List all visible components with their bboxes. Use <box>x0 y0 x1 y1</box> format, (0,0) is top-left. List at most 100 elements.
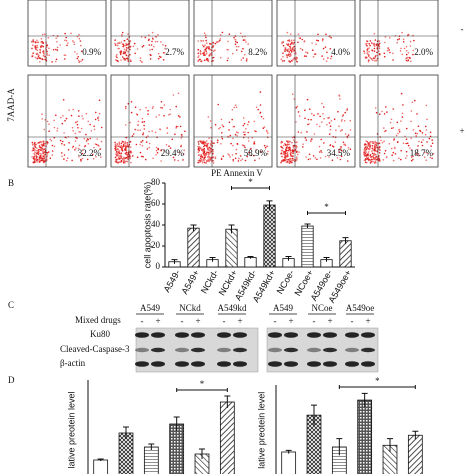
dot <box>331 159 334 161</box>
dot <box>136 156 139 158</box>
dot <box>314 53 316 55</box>
dot <box>400 149 403 152</box>
dot <box>130 161 132 164</box>
dot <box>374 43 376 46</box>
dot <box>368 148 370 150</box>
blot-band <box>191 347 205 353</box>
dot <box>412 53 414 56</box>
blot-band <box>191 361 205 367</box>
dot <box>162 59 165 61</box>
dot <box>42 159 44 162</box>
dot <box>148 142 151 145</box>
dot <box>158 114 160 116</box>
dot <box>228 33 231 35</box>
dot <box>145 141 148 143</box>
dot <box>210 143 212 146</box>
dot <box>204 34 207 36</box>
dot <box>48 151 50 153</box>
dot <box>247 137 250 139</box>
treatment-sign: - <box>223 316 226 326</box>
dot <box>75 147 77 149</box>
dot <box>46 120 49 123</box>
dot <box>98 99 101 102</box>
dot <box>280 161 283 164</box>
dot <box>363 151 365 153</box>
dot <box>141 144 144 147</box>
dot <box>235 131 238 133</box>
dot <box>68 109 70 111</box>
dot <box>292 158 294 161</box>
dot <box>212 59 214 62</box>
dot <box>324 155 327 158</box>
dot <box>41 45 43 47</box>
dot <box>378 152 381 154</box>
significance-mark: * <box>375 376 380 386</box>
dot <box>370 156 372 159</box>
dot <box>384 41 386 44</box>
dot <box>78 61 81 63</box>
dot <box>349 119 352 122</box>
dot <box>212 149 214 151</box>
dot <box>298 115 301 117</box>
dot <box>35 48 37 50</box>
flow-x-label: PE Annexin V <box>211 168 263 178</box>
dot <box>118 141 121 143</box>
percent-label: 29.4% <box>161 148 185 158</box>
dot <box>415 153 418 155</box>
dot <box>199 160 201 162</box>
dot <box>31 149 34 152</box>
dot <box>125 57 128 60</box>
flow-plot <box>27 0 107 67</box>
dot <box>405 127 408 130</box>
dot <box>321 151 323 154</box>
dot <box>139 143 141 146</box>
dot <box>208 156 211 158</box>
dot <box>212 150 214 153</box>
dot <box>46 52 48 55</box>
dot <box>267 132 269 134</box>
dot <box>34 146 37 148</box>
dot <box>342 141 345 144</box>
dot <box>141 117 144 120</box>
dot <box>38 148 40 151</box>
blot-band <box>307 332 321 338</box>
dot <box>379 146 381 149</box>
blot-band <box>135 361 149 367</box>
dot <box>373 57 376 60</box>
dot <box>173 159 176 161</box>
dot <box>142 155 144 158</box>
dot <box>143 128 146 130</box>
dot <box>206 144 209 146</box>
dot <box>339 158 342 161</box>
y-axis-label: lative preotein level <box>256 392 266 469</box>
dot <box>321 102 323 105</box>
dot <box>203 51 205 53</box>
dot <box>247 131 249 134</box>
percent-label: 18.7% <box>410 148 434 158</box>
dot <box>234 133 237 136</box>
group-label: NCoe <box>312 303 333 313</box>
dot <box>309 158 312 160</box>
dot <box>245 41 247 43</box>
dot <box>305 130 308 133</box>
error-bar <box>285 449 292 454</box>
error-bar <box>190 224 197 232</box>
dot <box>32 44 34 46</box>
dot <box>301 38 304 41</box>
dot <box>293 57 295 59</box>
dot <box>40 148 43 150</box>
dot <box>42 54 45 57</box>
blot-band <box>151 361 165 367</box>
treatment-sign: + <box>155 316 160 326</box>
dot <box>126 160 129 163</box>
dot <box>80 158 82 161</box>
dot <box>371 147 374 150</box>
dot <box>155 116 157 118</box>
dot <box>81 157 84 160</box>
dot <box>422 139 424 141</box>
bar <box>244 257 257 268</box>
dot <box>205 162 207 164</box>
protein-label: Cleaved-Caspase-3 <box>60 344 130 354</box>
dot <box>392 108 395 110</box>
dot <box>285 161 288 164</box>
